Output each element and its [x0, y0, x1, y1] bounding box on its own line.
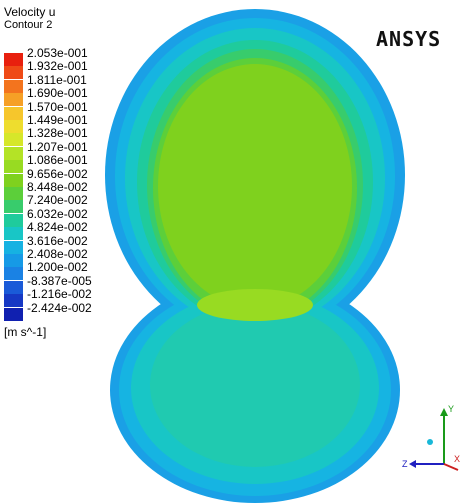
legend-swatch [4, 106, 23, 120]
legend-tick-label: 3.616e-002 [27, 233, 88, 248]
legend-tick-label: 2.053e-001 [27, 46, 88, 60]
legend-swatch [4, 79, 23, 93]
legend-swatch [4, 146, 23, 160]
legend-swatch [4, 66, 23, 80]
legend-swatch [4, 267, 23, 281]
legend-tick-label: -2.424e-002 [27, 300, 92, 315]
legend-swatch [4, 120, 23, 133]
legend-swatch [4, 173, 23, 187]
legend-swatch [4, 280, 23, 294]
x-axis-dot-icon [427, 439, 433, 445]
legend-tick-label: 8.448e-002 [27, 180, 88, 194]
ansys-logo: ANSYS [376, 27, 442, 51]
legend-tick-label: 1.932e-001 [27, 59, 88, 74]
legend-swatch [4, 53, 23, 66]
legend-swatch [4, 200, 23, 214]
legend-swatch [4, 213, 23, 227]
legend-units: [m s^-1] [4, 325, 47, 339]
legend-tick-label: 1.328e-001 [27, 126, 88, 141]
legend-swatch [4, 227, 23, 241]
legend-swatch [4, 160, 23, 174]
z-arrow-icon [409, 460, 416, 468]
legend-tick-label: -8.387e-005 [27, 273, 92, 288]
legend-tick-label: 6.032e-002 [27, 206, 88, 221]
legend-tick-label: 2.408e-002 [27, 247, 88, 261]
legend-tick-label: 1.449e-001 [27, 113, 88, 127]
x-axis-line [443, 463, 459, 471]
legend-tick-label: 1.207e-001 [27, 139, 88, 154]
legend-subtitle: Contour 2 [4, 19, 53, 31]
legend-tick-label: -1.216e-002 [27, 287, 92, 302]
z-axis-label: Z [402, 459, 408, 469]
legend-swatch [4, 133, 23, 147]
y-arrow-icon [440, 408, 448, 416]
axis-triad: Y Z X [402, 404, 460, 471]
legend-tick-label: 1.811e-001 [27, 72, 87, 87]
legend-title: Velocity u [4, 5, 56, 19]
legend-swatch [4, 254, 23, 267]
legend-tick-label: 1.200e-002 [27, 260, 88, 275]
legend-tick-label: 4.824e-002 [27, 220, 88, 235]
legend-tick-label: 1.086e-001 [27, 153, 88, 168]
legend-swatch [4, 307, 23, 321]
legend-tick-label: 1.570e-001 [27, 99, 88, 114]
contour-core [158, 64, 352, 321]
legend-swatch [4, 187, 23, 200]
y-axis-label: Y [448, 404, 454, 414]
x-axis-label: X [454, 454, 460, 464]
legend-swatch [4, 294, 23, 308]
legend-tick-label: 1.690e-001 [27, 86, 88, 101]
legend-swatch [4, 93, 23, 107]
legend-tick-label: 7.240e-002 [27, 193, 88, 208]
legend-swatch [4, 240, 23, 254]
legend-tick-label: 9.656e-002 [27, 166, 88, 181]
